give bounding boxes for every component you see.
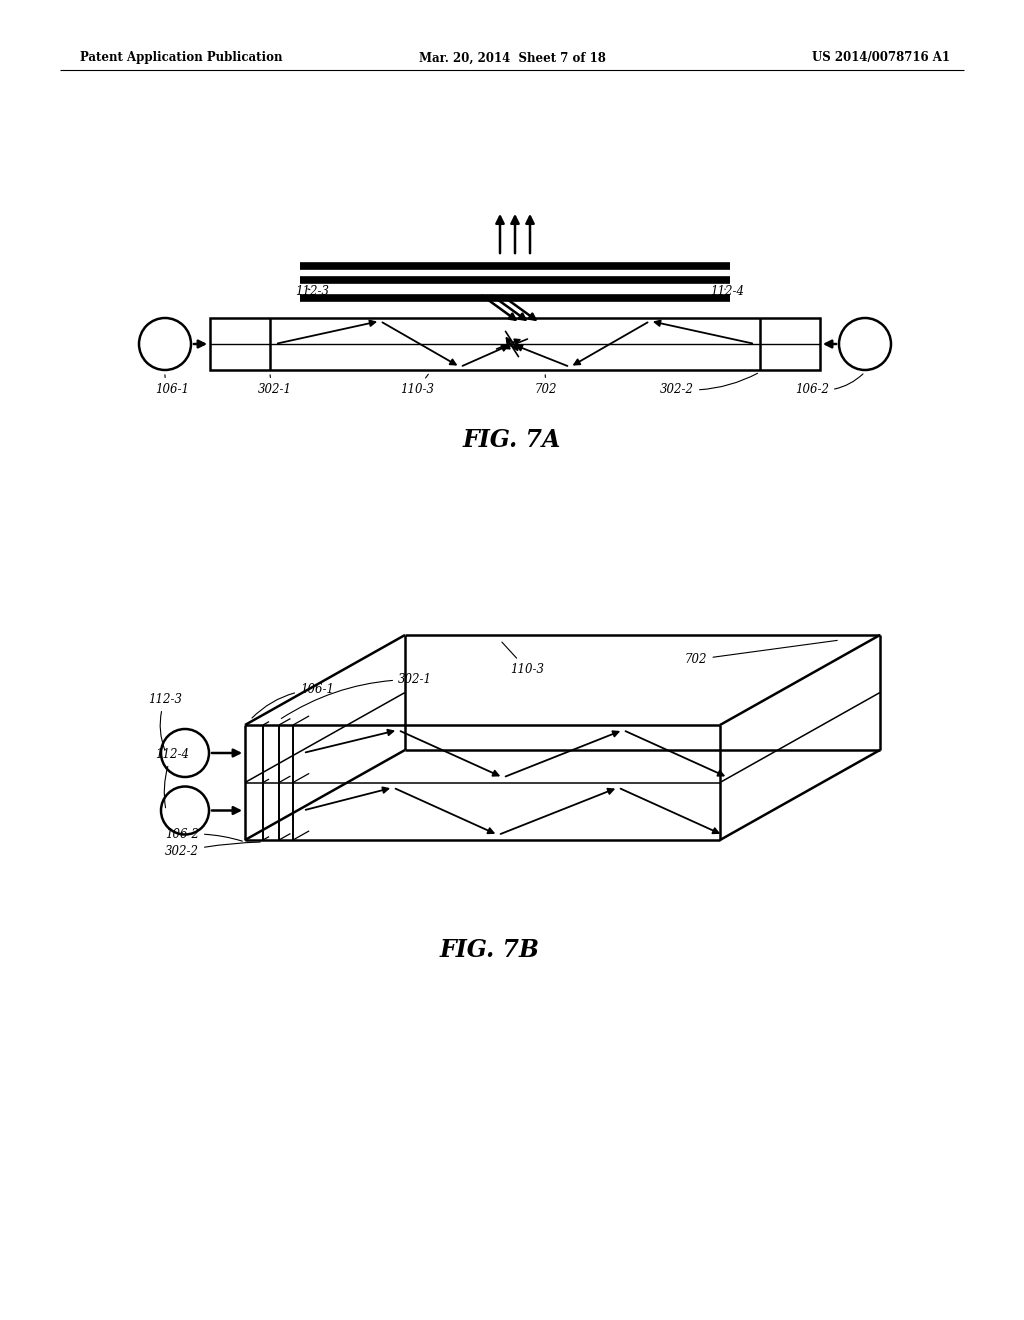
- Text: 106-2: 106-2: [165, 828, 243, 841]
- Text: 112-3: 112-3: [295, 285, 329, 298]
- Text: Patent Application Publication: Patent Application Publication: [80, 51, 283, 65]
- Text: US 2014/0078716 A1: US 2014/0078716 A1: [812, 51, 950, 65]
- Text: 302-1: 302-1: [282, 673, 432, 718]
- Text: 112-4: 112-4: [710, 285, 744, 298]
- Text: 302-2: 302-2: [165, 842, 260, 858]
- Text: 110-3: 110-3: [502, 642, 544, 676]
- Text: 702: 702: [685, 640, 838, 667]
- Text: 112-4: 112-4: [155, 748, 189, 808]
- Text: FIG. 7A: FIG. 7A: [463, 428, 561, 451]
- Text: 302-1: 302-1: [258, 375, 292, 396]
- Bar: [210, 318, 820, 370]
- Text: 302-2: 302-2: [660, 374, 758, 396]
- Text: 112-3: 112-3: [148, 693, 182, 751]
- Text: FIG. 7B: FIG. 7B: [440, 939, 540, 962]
- Text: 106-1: 106-1: [155, 375, 189, 396]
- Text: Mar. 20, 2014  Sheet 7 of 18: Mar. 20, 2014 Sheet 7 of 18: [419, 51, 605, 65]
- Text: 106-1: 106-1: [252, 682, 334, 718]
- Text: 106-2: 106-2: [795, 374, 863, 396]
- Text: 110-3: 110-3: [400, 375, 434, 396]
- Text: 702: 702: [535, 375, 557, 396]
